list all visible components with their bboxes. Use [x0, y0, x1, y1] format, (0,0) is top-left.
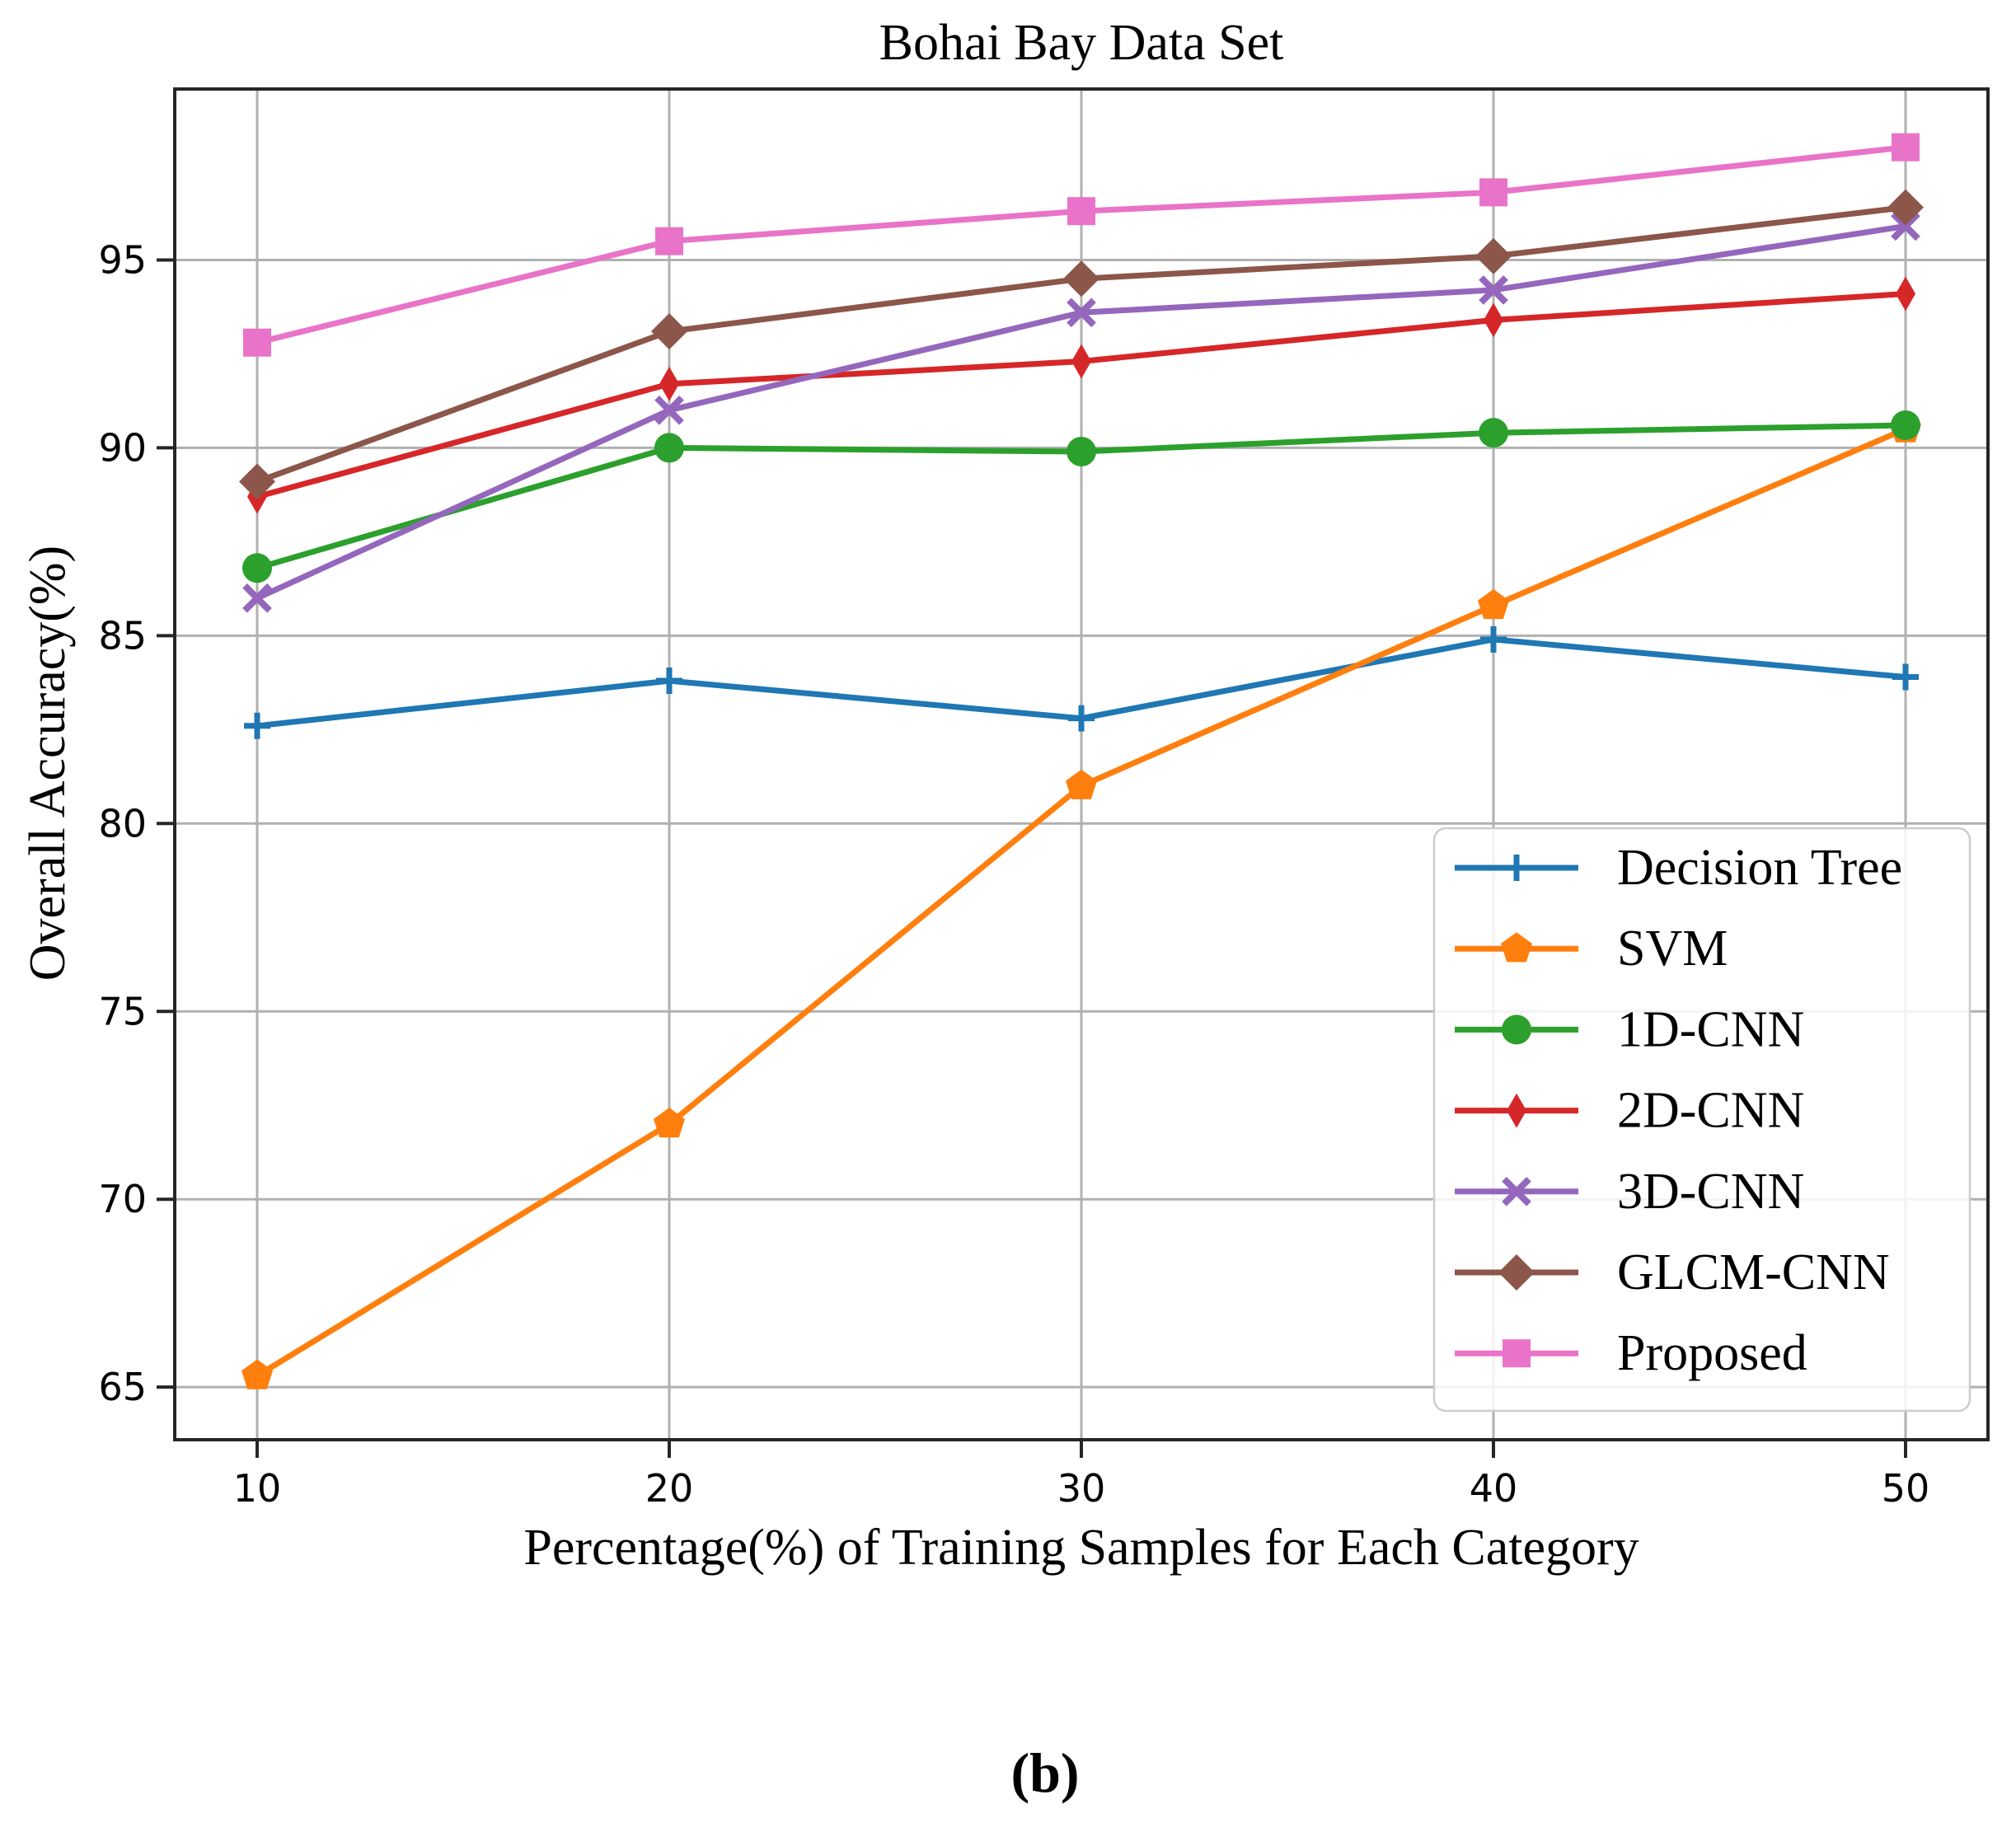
marker-proposed-40	[1479, 178, 1507, 207]
marker-1d-cnn-10	[242, 553, 272, 583]
x-axis-label: Percentage(%) of Training Samples for Ea…	[523, 1520, 1639, 1576]
marker-decision-tree-40	[1480, 626, 1507, 653]
x-tick-label-40: 40	[1470, 1466, 1518, 1511]
marker-2d-cnn-50	[1896, 276, 1915, 312]
marker-3d-cnn-30	[1067, 298, 1096, 328]
legend-marker-1d-cnn	[1502, 1014, 1531, 1045]
legend-label-1d-cnn: 1D-CNN	[1617, 1001, 1804, 1057]
marker-1d-cnn-30	[1067, 436, 1096, 466]
marker-glcm-cnn-40	[1475, 237, 1512, 274]
marker-2d-cnn-40	[1484, 302, 1503, 338]
marker-glcm-cnn-10	[239, 463, 275, 500]
y-tick-label-75: 75	[98, 989, 147, 1033]
y-tick-label-95: 95	[98, 237, 147, 282]
marker-svm-30	[1066, 769, 1097, 799]
legend-label-decision-tree: Decision Tree	[1617, 840, 1902, 896]
legend-marker-2d-cnn	[1507, 1093, 1526, 1128]
marker-decision-tree-50	[1892, 663, 1919, 691]
y-tick-label-80: 80	[98, 801, 147, 846]
marker-3d-cnn-50	[1891, 211, 1920, 241]
figure-caption: (b)	[1010, 1741, 1080, 1804]
y-tick-label-65: 65	[98, 1365, 147, 1409]
legend-marker-glcm-cnn	[1498, 1254, 1535, 1291]
marker-proposed-10	[243, 328, 271, 357]
y-tick-label-70: 70	[98, 1177, 147, 1221]
legend-label-svm: SVM	[1617, 921, 1728, 977]
legend-label-glcm-cnn: GLCM-CNN	[1617, 1244, 1890, 1300]
y-tick-label-90: 90	[98, 425, 147, 470]
legend-marker-svm	[1501, 932, 1532, 963]
legend-marker-decision-tree	[1503, 855, 1530, 881]
x-tick-label-10: 10	[233, 1466, 282, 1511]
chart-title: Bohai Bay Data Set	[879, 15, 1284, 71]
marker-proposed-20	[655, 227, 683, 255]
marker-svm-10	[241, 1359, 273, 1389]
marker-3d-cnn-20	[654, 395, 684, 425]
marker-proposed-30	[1067, 197, 1095, 226]
marker-1d-cnn-50	[1891, 410, 1920, 441]
marker-1d-cnn-40	[1479, 418, 1508, 448]
marker-glcm-cnn-20	[651, 313, 687, 350]
legend-box	[1432, 827, 1971, 1413]
marker-glcm-cnn-50	[1887, 189, 1924, 226]
x-tick-label-50: 50	[1882, 1466, 1930, 1511]
marker-2d-cnn-30	[1071, 344, 1091, 379]
marker-glcm-cnn-30	[1063, 260, 1099, 298]
legend-label-2d-cnn: 2D-CNN	[1617, 1083, 1804, 1139]
y-tick-label-85: 85	[98, 613, 147, 658]
marker-2d-cnn-20	[659, 366, 679, 401]
legend-label-proposed: Proposed	[1617, 1325, 1807, 1381]
legend-marker-3d-cnn	[1502, 1176, 1531, 1206]
legend-label-3d-cnn: 3D-CNN	[1617, 1164, 1804, 1220]
marker-decision-tree-20	[656, 668, 682, 695]
marker-svm-40	[1478, 588, 1509, 620]
marker-decision-tree-30	[1068, 705, 1095, 732]
marker-3d-cnn-10	[242, 583, 272, 613]
legend-marker-proposed	[1503, 1339, 1531, 1368]
marker-decision-tree-10	[244, 712, 270, 739]
marker-1d-cnn-20	[654, 433, 684, 463]
marker-3d-cnn-40	[1479, 275, 1508, 305]
x-tick-label-30: 30	[1057, 1466, 1106, 1511]
x-tick-label-20: 20	[645, 1466, 694, 1511]
marker-proposed-50	[1892, 133, 1920, 162]
marker-svm-20	[654, 1108, 685, 1138]
